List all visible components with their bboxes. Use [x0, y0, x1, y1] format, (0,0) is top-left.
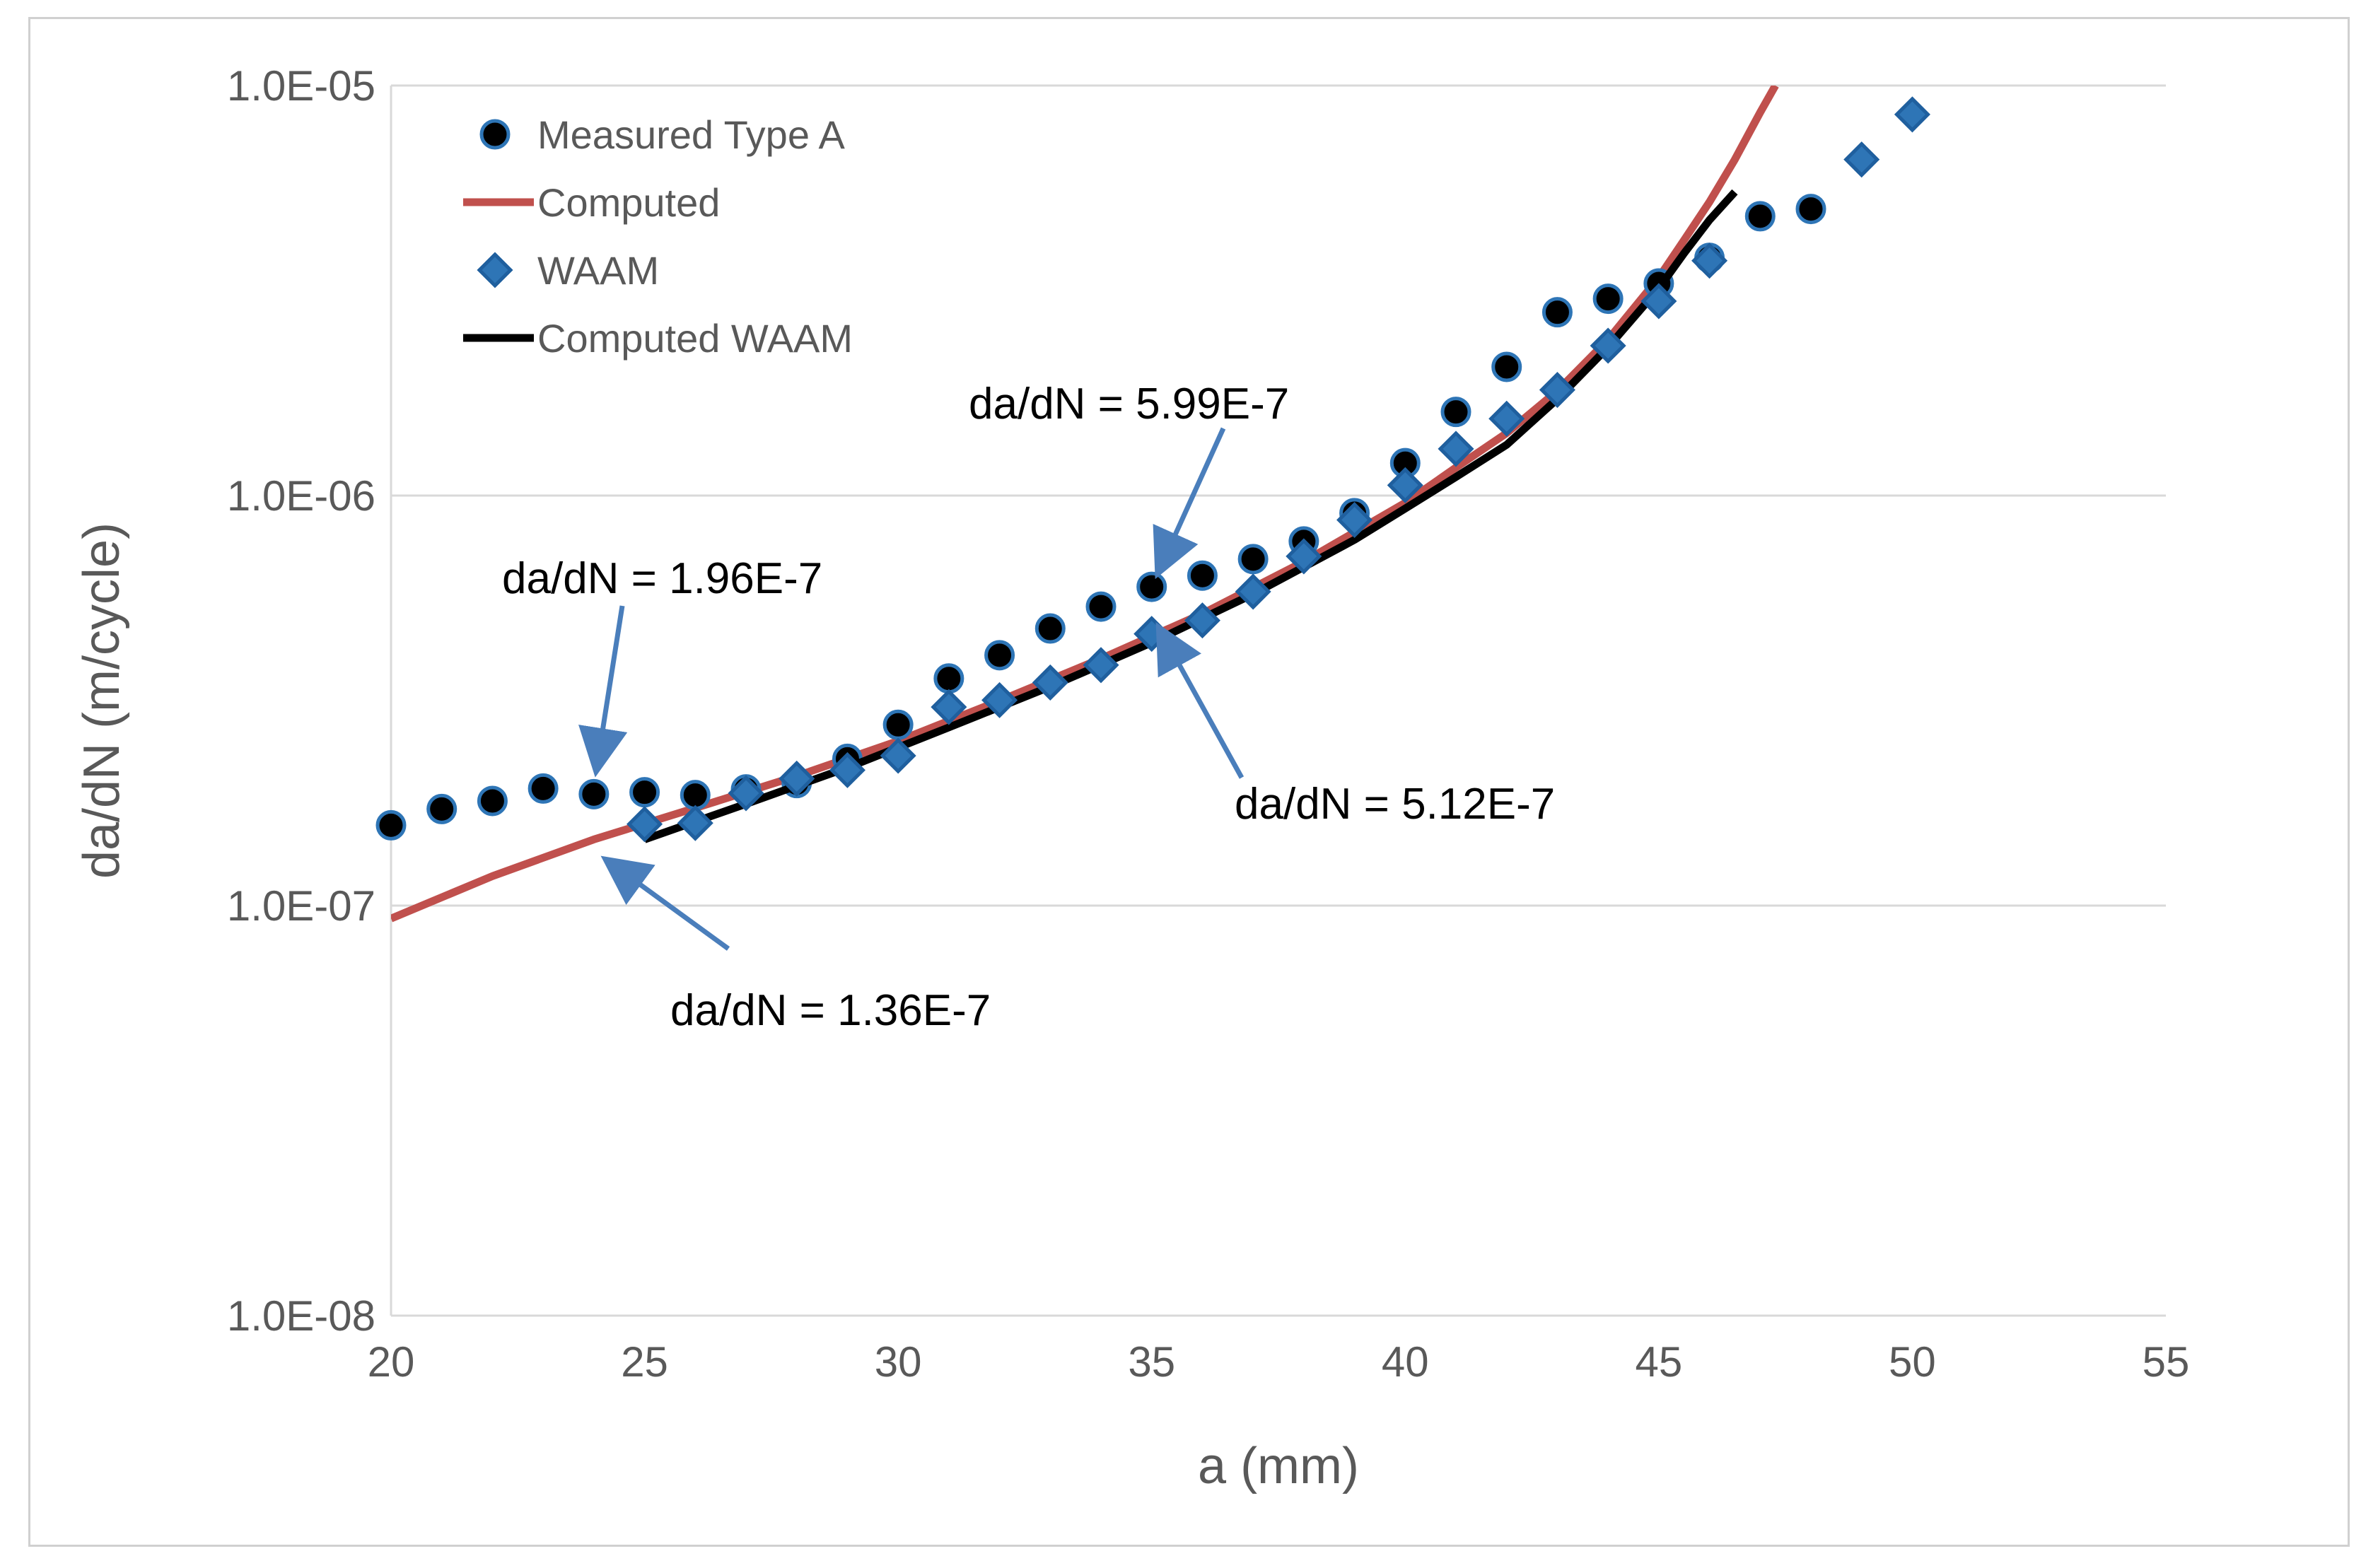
waam-point	[1894, 96, 1930, 133]
x-tick-label: 25	[621, 1338, 668, 1386]
measured-type-a-point	[375, 809, 407, 841]
annotation-arrow	[578, 605, 628, 778]
waam-point	[1640, 283, 1677, 320]
annotation: da/dN = 1.96E-7	[502, 554, 822, 778]
y-tick-label: 1.0E-08	[227, 1292, 375, 1340]
legend-item: Computed WAAM	[463, 316, 853, 361]
legend-label: Measured Type A	[537, 112, 845, 157]
series-computed-waam	[643, 189, 1738, 843]
annotation: da/dN = 1.36E-7	[600, 855, 991, 1035]
waam-point	[1539, 372, 1575, 409]
measured-type-a-point	[1795, 194, 1826, 225]
measured-type-a-point	[1491, 351, 1522, 382]
measured-type-a-point	[477, 785, 508, 817]
x-tick-label: 40	[1382, 1338, 1429, 1386]
y-tick-label: 1.0E-05	[227, 62, 375, 110]
measured-type-a-point	[680, 780, 711, 811]
measured-type-a-point	[1187, 560, 1218, 591]
annotation-arrow	[600, 855, 730, 951]
legend-item: WAAM	[477, 248, 659, 293]
x-tick-label: 45	[1635, 1338, 1682, 1386]
waam-point	[1843, 141, 1880, 178]
legend: Measured Type A Computed WAAM Computed WAAM	[463, 112, 853, 361]
measured-type-a-point	[629, 777, 660, 808]
waam-point	[1387, 467, 1423, 503]
computed-waam-line	[643, 189, 1738, 843]
gridlines	[391, 84, 2166, 907]
y-axis-ticks: 1.0E-08 1.0E-07 1.0E-06 1.0E-05	[227, 62, 375, 1340]
series-layer	[375, 86, 1930, 923]
x-tick-label: 55	[2143, 1338, 2190, 1386]
annotation-arrow	[1155, 622, 1245, 779]
x-tick-label: 50	[1889, 1338, 1936, 1386]
waam-point	[677, 805, 713, 841]
waam-point	[1032, 664, 1068, 701]
waam-point	[1438, 431, 1474, 467]
legend-label: Computed	[537, 180, 720, 225]
series-waam	[626, 96, 1930, 843]
y-axis-title: da/dN (m/cycle)	[74, 522, 130, 879]
waam-point	[1083, 647, 1119, 684]
waam-point	[931, 689, 967, 725]
measured-type-a-point	[933, 663, 964, 694]
x-tick-label: 35	[1128, 1338, 1175, 1386]
x-axis-title: a (mm)	[1198, 1438, 1359, 1494]
waam-point	[728, 775, 764, 812]
waam-point	[880, 737, 916, 774]
measured-type-a-point	[1034, 613, 1066, 644]
legend-swatch-diamond	[477, 252, 513, 288]
waam-point	[1235, 573, 1271, 610]
waam-point	[779, 760, 815, 797]
measured-type-a-point	[984, 640, 1015, 671]
y-tick-label: 1.0E-06	[227, 472, 375, 520]
legend-label: Computed WAAM	[537, 316, 853, 361]
annotation: da/dN = 5.12E-7	[1155, 622, 1555, 829]
measured-type-a-point	[1237, 544, 1269, 575]
waam-point	[981, 681, 1018, 718]
annotation-label: da/dN = 1.96E-7	[502, 554, 822, 603]
measured-type-a-point	[578, 778, 610, 809]
measured-type-a-point	[882, 709, 914, 740]
waam-point	[1691, 242, 1728, 279]
x-tick-label: 30	[875, 1338, 922, 1386]
measured-type-a-point	[1541, 297, 1573, 328]
waam-point	[1488, 400, 1525, 437]
annotation-arrow	[1153, 427, 1226, 580]
x-tick-label: 20	[368, 1338, 415, 1386]
measured-type-a-point	[1440, 397, 1471, 428]
legend-item: Measured Type A	[479, 112, 845, 157]
x-axis-ticks: 20 25 30 35 40 45 50 55	[368, 1338, 2190, 1386]
waam-point	[1286, 538, 1322, 575]
waam-point	[626, 806, 663, 843]
measured-type-a-point	[1744, 201, 1776, 232]
legend-swatch-circle	[479, 119, 511, 150]
measured-type-a-point	[528, 773, 559, 804]
measured-type-a-point	[1136, 571, 1167, 602]
annotation-label: da/dN = 5.12E-7	[1235, 780, 1555, 829]
measured-type-a-point	[1085, 591, 1117, 622]
legend-item: Computed	[463, 180, 720, 225]
legend-label: WAAM	[537, 248, 659, 293]
annotation-label: da/dN = 5.99E-7	[969, 380, 1289, 428]
annotation: da/dN = 5.99E-7	[969, 380, 1289, 580]
annotation-label: da/dN = 1.36E-7	[670, 986, 991, 1035]
measured-type-a-point	[1592, 283, 1624, 315]
waam-point	[1336, 501, 1373, 539]
waam-point	[829, 751, 865, 788]
annotations: da/dN = 1.96E-7 da/dN = 1.36E-7 da/dN = 5.…	[502, 380, 1555, 1035]
axes	[390, 86, 2166, 1317]
chart-frame	[28, 17, 2350, 1547]
measured-type-a-point	[426, 793, 457, 824]
y-tick-label: 1.0E-07	[227, 882, 375, 930]
waam-point	[1590, 327, 1626, 364]
